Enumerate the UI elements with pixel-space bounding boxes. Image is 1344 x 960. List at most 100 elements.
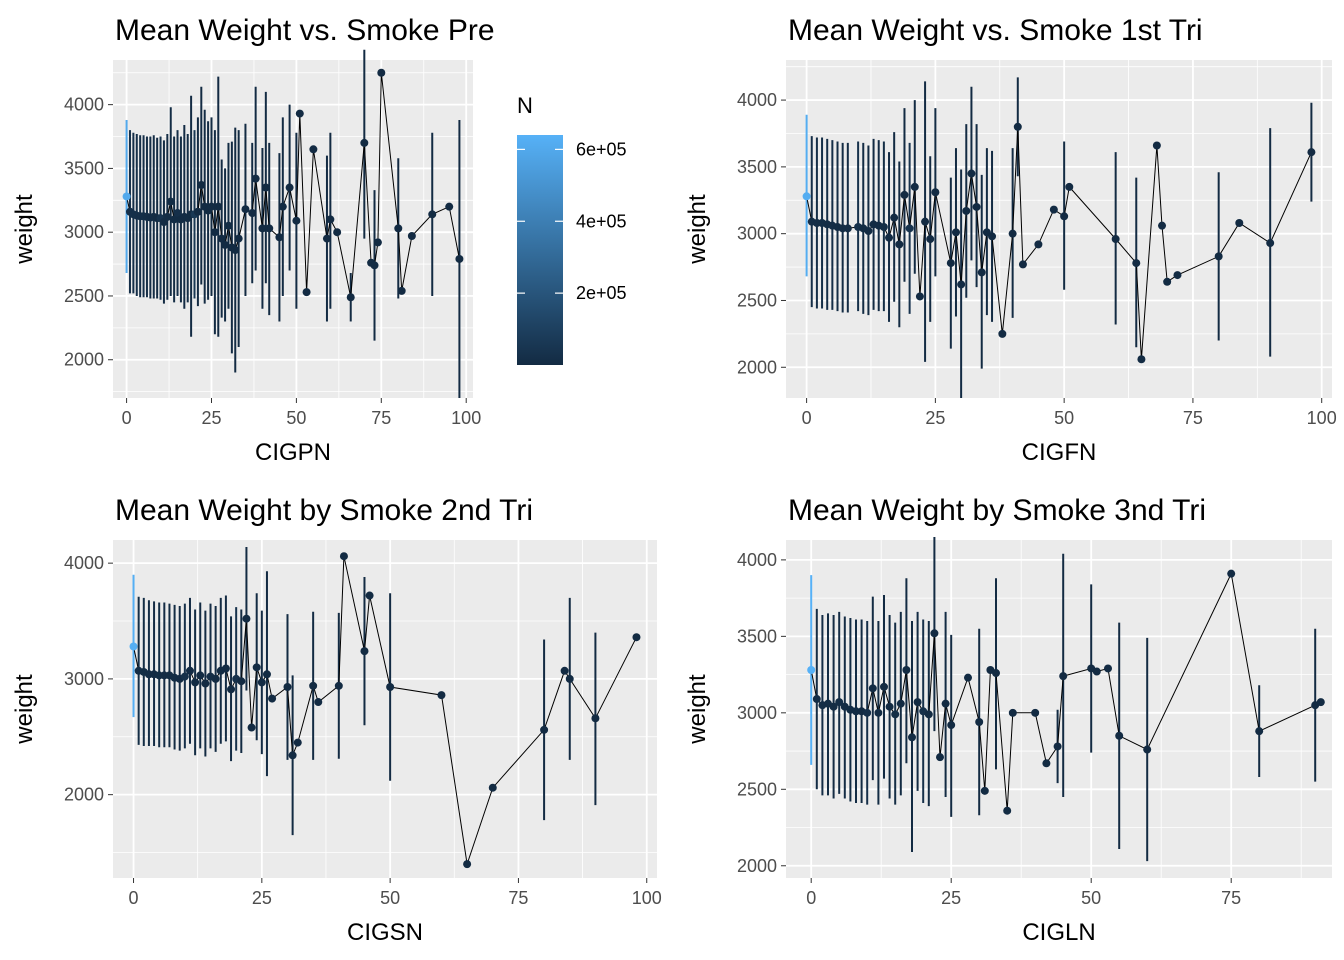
data-point xyxy=(921,217,930,226)
data-point xyxy=(288,751,297,760)
data-point xyxy=(843,224,852,233)
data-point xyxy=(900,190,909,199)
y-tick-label: 4000 xyxy=(737,550,777,570)
data-point xyxy=(293,738,302,747)
data-point xyxy=(1059,672,1068,681)
data-point xyxy=(193,207,202,216)
data-point xyxy=(197,180,206,189)
data-point xyxy=(807,666,816,674)
data-point xyxy=(936,753,944,762)
x-tick-label: 75 xyxy=(371,408,391,428)
data-point xyxy=(314,698,323,707)
data-point xyxy=(802,192,811,201)
data-point xyxy=(170,215,179,224)
data-point xyxy=(122,192,131,201)
data-point xyxy=(262,670,271,679)
y-axis-title: weight xyxy=(684,194,711,265)
data-point xyxy=(373,238,382,247)
data-point xyxy=(1111,235,1120,244)
x-tick-label: 100 xyxy=(1307,408,1337,428)
facet-panel-3: 0 25 50 75 100 2000 3000 4000 Mean Weight by Smo… xyxy=(11,494,662,946)
data-point xyxy=(1152,141,1161,150)
x-tick-label: 100 xyxy=(451,408,481,428)
data-point xyxy=(951,228,960,237)
data-point xyxy=(227,685,236,694)
data-point xyxy=(295,109,304,118)
data-point xyxy=(1235,218,1244,227)
data-point xyxy=(852,707,860,716)
legend-colorbar xyxy=(517,135,563,365)
data-point xyxy=(346,293,355,302)
x-tick-label: 0 xyxy=(129,888,139,908)
data-point xyxy=(251,174,260,183)
x-tick-label: 50 xyxy=(1081,888,1101,908)
data-point xyxy=(977,268,986,277)
data-point xyxy=(252,663,261,672)
data-point xyxy=(275,233,284,242)
y-tick-label: 4000 xyxy=(737,90,777,110)
y-axis-title: weight xyxy=(11,674,38,745)
data-point xyxy=(980,786,989,795)
y-tick-label: 2000 xyxy=(737,357,777,377)
x-tick-label: 0 xyxy=(802,408,812,428)
data-point xyxy=(930,629,939,638)
data-point xyxy=(386,683,395,692)
x-tick-label: 25 xyxy=(201,408,221,428)
x-axis-title: CIGPN xyxy=(255,439,331,466)
data-point xyxy=(211,674,220,683)
x-tick-label: 50 xyxy=(380,888,400,908)
data-point xyxy=(1158,221,1167,230)
y-tick-label: 4000 xyxy=(64,553,104,573)
data-point xyxy=(248,209,257,218)
axes: 0 25 50 75 100 2000 3000 4000 xyxy=(64,553,662,908)
data-point xyxy=(196,671,205,680)
data-point xyxy=(309,145,318,154)
panel-title: Mean Weight by Smoke 2nd Tri xyxy=(115,494,533,527)
data-point xyxy=(257,678,266,687)
legend-title: N xyxy=(517,93,533,118)
data-point xyxy=(890,213,899,222)
data-point xyxy=(1266,239,1275,248)
data-point xyxy=(962,206,971,215)
y-tick-label: 3500 xyxy=(737,626,777,646)
data-point xyxy=(885,702,894,711)
y-tick-label: 2000 xyxy=(64,350,104,370)
data-point xyxy=(941,699,950,708)
data-point xyxy=(166,197,175,206)
panel-title: Mean Weight vs. Smoke 1st Tri xyxy=(788,14,1203,47)
data-point xyxy=(463,860,472,869)
x-tick-label: 25 xyxy=(941,888,961,908)
data-point xyxy=(1008,708,1017,717)
data-point xyxy=(191,678,200,687)
facet-panel-4: 0 25 50 75 2000 2500 3000 3500 4000 Mean Weight b… xyxy=(684,494,1332,946)
y-tick-label: 2000 xyxy=(64,785,104,805)
data-point xyxy=(265,224,274,233)
data-point xyxy=(455,254,464,263)
data-point xyxy=(283,683,292,692)
data-points xyxy=(802,122,1316,364)
data-point xyxy=(926,235,935,244)
data-point xyxy=(1013,122,1022,131)
data-point xyxy=(891,710,900,719)
x-axis-title: CIGLN xyxy=(1022,919,1095,946)
data-point xyxy=(339,552,348,561)
data-point xyxy=(879,222,888,231)
data-point xyxy=(874,708,883,717)
data-point xyxy=(163,212,172,221)
data-point xyxy=(565,674,574,683)
data-point xyxy=(217,234,226,243)
data-point xyxy=(268,694,277,703)
data-point xyxy=(1092,667,1101,676)
data-point xyxy=(967,169,976,178)
data-point xyxy=(964,673,972,682)
data-points xyxy=(807,569,1325,815)
data-point xyxy=(221,240,230,249)
color-legend: N 2e+05 4e+05 6e+05 xyxy=(517,93,627,365)
axes: 0 25 50 75 100 2000 2500 3000 3500 4000 xyxy=(737,90,1337,428)
y-tick-label: 4000 xyxy=(64,95,104,115)
data-point xyxy=(326,215,335,224)
y-axis-title: weight xyxy=(11,194,38,265)
data-point xyxy=(1227,569,1236,578)
data-point xyxy=(1255,727,1264,736)
x-tick-label: 25 xyxy=(925,408,945,428)
